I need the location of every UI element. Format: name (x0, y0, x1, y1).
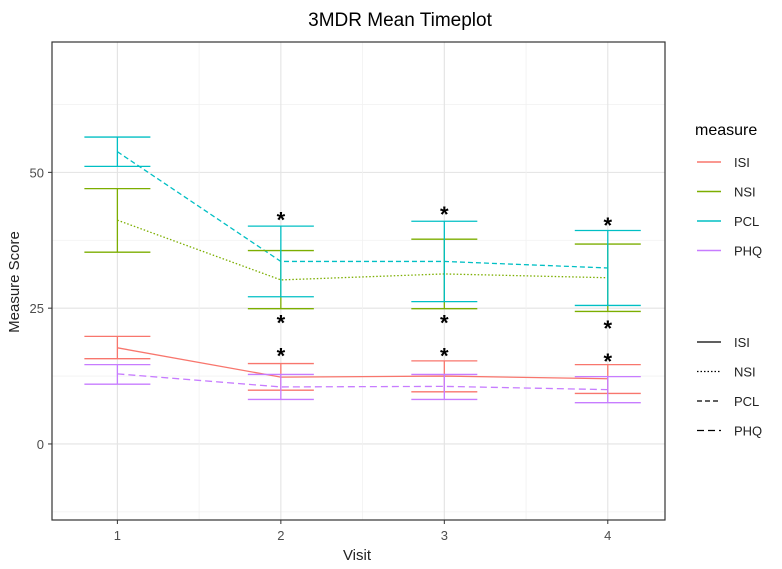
axes: 0 25 50 1 2 3 4 (30, 165, 612, 543)
x-axis-label: Visit (343, 547, 372, 564)
y-axis-label: Measure Score (6, 231, 23, 333)
errorbar-pcl-visit-1 (84, 136, 151, 168)
legend-label: NSI (734, 185, 756, 200)
significance-asterisk: * (277, 208, 286, 233)
series-lines (117, 151, 608, 391)
significance-asterisk: * (604, 316, 613, 341)
errorbar-nsi-visit-1 (84, 188, 151, 253)
legend: measure ISI NSI PCL PHQ ISI NSI PCL PHQ (695, 122, 762, 439)
x-tick-label: 2 (277, 528, 284, 543)
chart-title: 3MDR Mean Timeplot (308, 10, 492, 31)
y-tick-label: 50 (30, 165, 44, 180)
panel-border-rect (51, 41, 666, 521)
legend-label: NSI (734, 365, 756, 380)
x-tick-label: 1 (114, 528, 121, 543)
significance-asterisk: * (277, 311, 286, 336)
legend-title: measure (695, 122, 757, 139)
series-line-isi (117, 347, 608, 380)
errorbar-pcl-visit-3 (411, 220, 478, 303)
legend-label: PHQ (734, 244, 762, 259)
significance-asterisk: * (440, 202, 449, 227)
errorbar-pcl-visit-4 (574, 229, 641, 307)
errorbar-phq-visit-3 (411, 373, 478, 401)
series-line-nsi (117, 219, 608, 281)
legend-label: ISI (734, 335, 750, 350)
errorbar-isi-visit-1 (84, 335, 151, 360)
errorbar-phq-visit-4 (574, 375, 641, 404)
errorbar-phq-visit-2 (247, 373, 314, 401)
legend-label: PCL (734, 394, 759, 409)
error-bars (84, 136, 641, 404)
significance-asterisk: * (440, 311, 449, 336)
legend-label: PCL (734, 214, 759, 229)
significance-annotations: * * * * * * * * * (277, 202, 613, 374)
legend-label: PHQ (734, 424, 762, 439)
errorbar-phq-visit-1 (84, 363, 151, 385)
x-tick-label: 4 (604, 528, 611, 543)
errorbar-pcl-visit-2 (247, 225, 314, 298)
y-tick-label: 25 (30, 301, 44, 316)
series-line-phq (117, 373, 608, 391)
significance-asterisk: * (277, 343, 286, 368)
legend-label: ISI (734, 155, 750, 170)
significance-asterisk: * (604, 213, 613, 238)
panel-rect (52, 42, 665, 520)
series-line-pcl (117, 151, 608, 269)
x-tick-label: 3 (441, 528, 448, 543)
panel-background (52, 42, 665, 520)
significance-asterisk: * (440, 343, 449, 368)
panel-border (51, 41, 666, 521)
y-tick-label: 0 (37, 437, 44, 452)
significance-asterisk: * (604, 349, 613, 374)
